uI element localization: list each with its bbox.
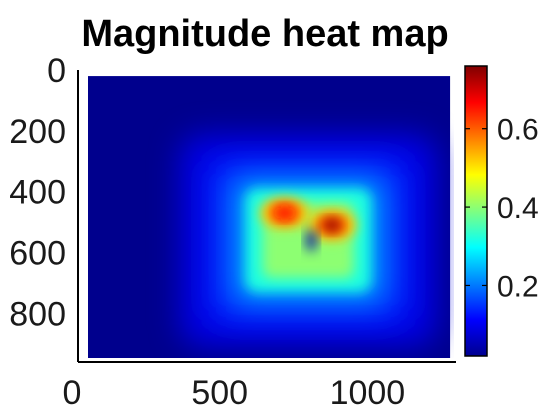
colorbar-tick-label: 0.4: [497, 192, 539, 225]
heatmap-plot-area: [88, 76, 451, 358]
y-tick-label: 200: [9, 113, 66, 151]
colorbar-tick-label: 0.6: [497, 114, 539, 147]
right-lobe-peak-layer-2: [323, 219, 340, 232]
x-tick-label: 1000: [330, 374, 406, 412]
heatmap-cells: [179, 133, 438, 347]
y-tick-labels: 0 200 400 600 800: [9, 52, 66, 333]
axes: 0 500 1000 0 200 400 600 800: [9, 52, 456, 412]
chart-title: Magnitude heat map: [81, 13, 448, 55]
y-tick-label: 0: [47, 52, 66, 90]
x-tick-labels: 0 500 1000: [63, 374, 406, 412]
y-tick-label: 800: [9, 295, 66, 333]
y-tick-label: 400: [9, 174, 66, 212]
center-dip: [306, 229, 317, 252]
colorbar-gradient: [464, 65, 488, 357]
colorbar-tick-label: 0.2: [497, 270, 539, 303]
colorbar-tick-labels: 0.2 0.4 0.6: [465, 114, 539, 303]
left-lobe-peak-layer-2: [276, 206, 293, 219]
x-tick-label: 500: [191, 374, 248, 412]
x-tick-label: 0: [63, 374, 82, 412]
colorbar: 0.2 0.4 0.6: [464, 65, 539, 357]
y-tick-label: 600: [9, 235, 66, 273]
